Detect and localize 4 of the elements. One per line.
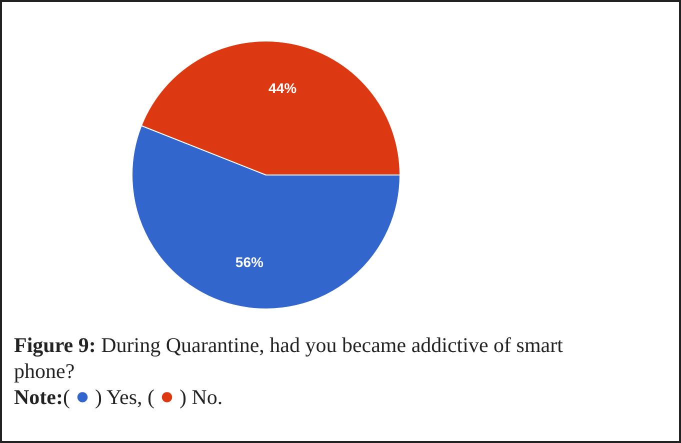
data-label: 56% [235,254,264,270]
data-label: 44% [268,80,298,96]
chart-title: Figure 9: During Quarantine, had you became addictive of smart phone? [14,333,563,383]
text: Note:( ● ) Yes, ( ● ) No. [14,384,223,410]
